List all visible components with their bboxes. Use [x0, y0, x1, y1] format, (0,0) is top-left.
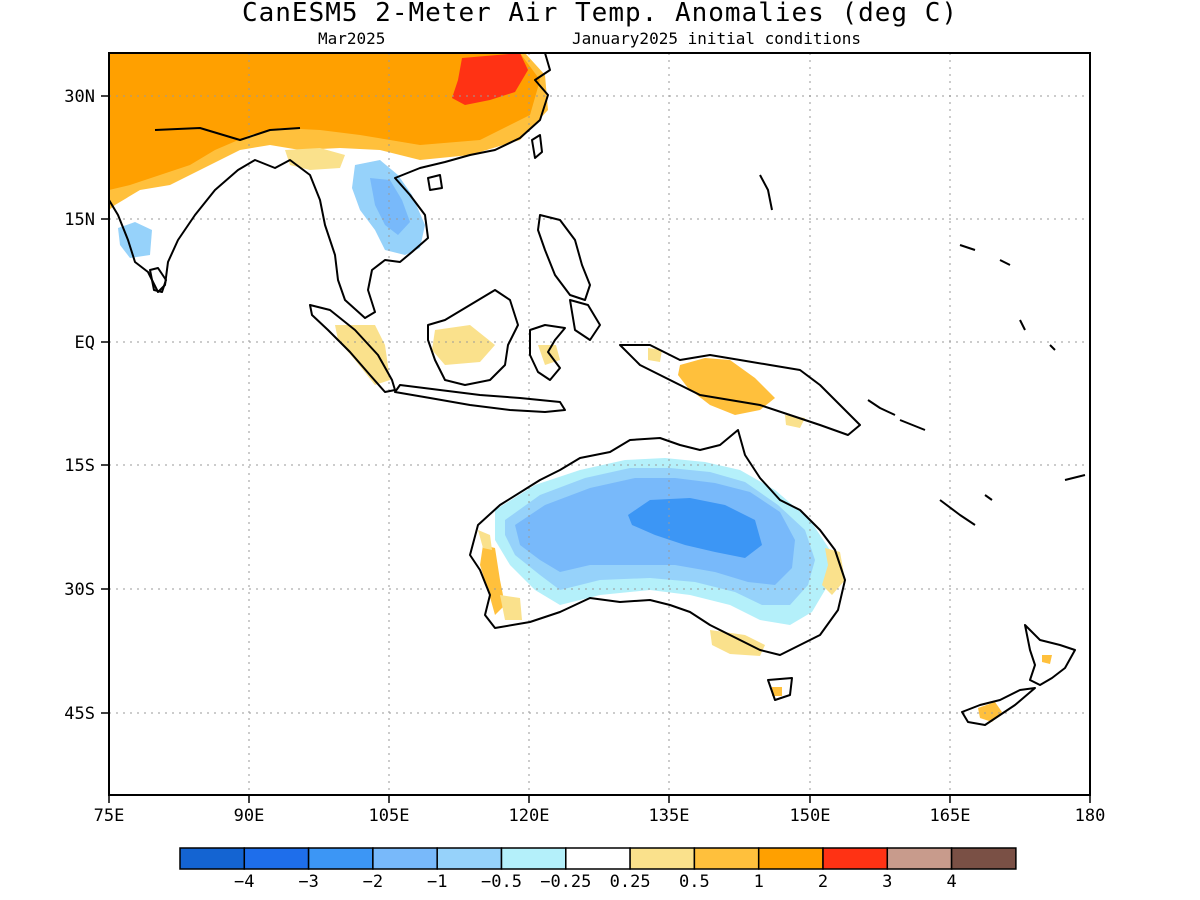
map-title: CanESM5 2-Meter Air Temp. Anomalies (deg…: [241, 0, 959, 28]
map-frame: [108, 52, 1091, 796]
x-tick-label: 150E: [790, 806, 831, 826]
colorbar-swatch: [565, 847, 631, 870]
colorbar-label: −2: [363, 872, 383, 892]
forecast-month: Mar2025: [318, 29, 386, 48]
east-china-hot-spot: [452, 53, 528, 105]
colorbar-swatch: [372, 847, 438, 870]
colorbar-label: −1: [427, 872, 447, 892]
colorbar-swatch: [950, 847, 1017, 870]
y-tick-label: 45S: [64, 704, 95, 724]
colorbar-swatch: [822, 847, 889, 870]
colorbar-label: −0.5: [481, 872, 522, 892]
anomaly-shading: [109, 53, 1052, 722]
x-tick-label: 120E: [509, 806, 550, 826]
tick-marks: [101, 95, 1091, 803]
new-guinea-weak-warm-patch: [648, 348, 805, 428]
y-tick-label: 30N: [64, 87, 95, 107]
x-tick-label: 90E: [234, 806, 265, 826]
colorbar-label: −3: [298, 872, 318, 892]
west-australia-warm-strip: [480, 545, 505, 615]
new-zealand-warm-spot: [978, 655, 1052, 722]
colorbar-label: 3: [882, 872, 892, 892]
coastlines: [109, 53, 1086, 726]
y-tick-label: EQ: [75, 333, 95, 353]
west-australia-weak-warm-strip: [478, 530, 522, 620]
colorbar-label: 2: [818, 872, 828, 892]
colorbar-swatch: [629, 847, 696, 870]
colorbar-swatch: [886, 847, 953, 870]
y-tick-label: 15S: [64, 456, 95, 476]
colorbar-label: 4: [946, 872, 956, 892]
y-tick-label: 15N: [64, 210, 95, 230]
southeast-australia-warm-strip: [710, 630, 765, 656]
tasmania-warm-spot: [772, 687, 782, 696]
colorbar-label: 0.5: [679, 872, 710, 892]
india-cool-spot: [118, 222, 152, 258]
y-tick-label: 30S: [64, 580, 95, 600]
asia-weak-warm-region: [285, 148, 345, 170]
colorbar-label: 0.25: [610, 872, 651, 892]
x-tick-label: 105E: [369, 806, 410, 826]
colorbar-swatch: [179, 847, 246, 870]
colorbar-swatch: [500, 847, 567, 870]
x-tick-label: 135E: [649, 806, 690, 826]
colorbar-swatch: [757, 847, 824, 870]
asia-strong-warm-region: [109, 53, 540, 190]
borneo-warm-patch: [432, 325, 495, 365]
x-tick-label: 75E: [94, 806, 125, 826]
colorbar-swatch: [243, 847, 310, 870]
new-guinea-warm-patch: [678, 358, 775, 415]
colorbar-swatch: [307, 847, 374, 870]
colorbar: −4 −3 −2 −1 −0.5 −0.25 0.25 0.5 1 2 3 4: [179, 847, 1017, 892]
colorbar-label: −4: [234, 872, 254, 892]
colorbar-swatch: [693, 847, 760, 870]
x-tick-label: 180: [1075, 806, 1106, 826]
grid-lines: [109, 53, 1090, 795]
colorbar-label: −0.25: [540, 872, 591, 892]
sumatra-warm-patch: [335, 325, 390, 385]
initial-conditions-label: January2025 initial conditions: [572, 29, 861, 48]
indochina-cooler-region: [370, 178, 410, 235]
colorbar-label: 1: [754, 872, 764, 892]
colorbar-swatch: [436, 847, 503, 870]
x-tick-label: 165E: [930, 806, 971, 826]
australia-core-cool-region: [628, 498, 762, 558]
